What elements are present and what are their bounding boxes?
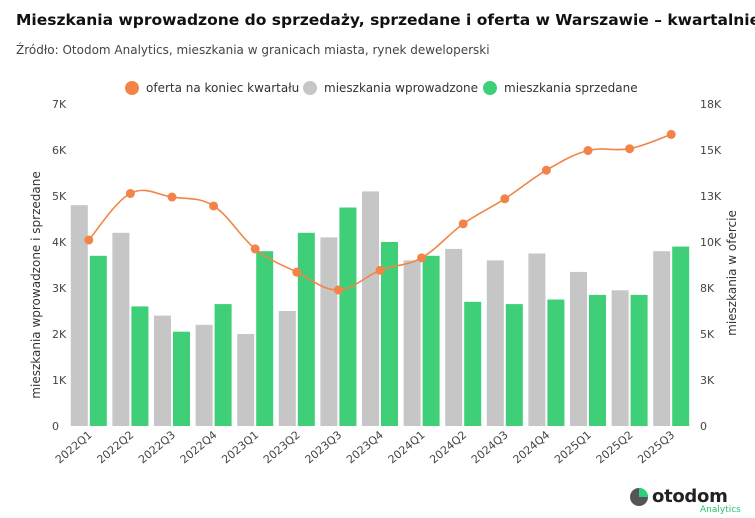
- bar-sold: [672, 246, 690, 426]
- x-tick-label: 2024Q4: [511, 428, 553, 466]
- bars: [70, 191, 690, 426]
- bar-introduced: [320, 237, 338, 426]
- chart-subtitle: Źródło: Otodom Analytics, mieszkania w g…: [16, 43, 490, 57]
- bar-introduced: [112, 232, 130, 426]
- bar-sold: [589, 294, 606, 426]
- x-tick-label: 2022Q1: [53, 428, 95, 466]
- bar-introduced: [195, 324, 213, 426]
- bar-sold: [381, 242, 398, 426]
- bar-sold: [339, 207, 357, 426]
- legend: oferta na koniec kwartału mieszkania wpro…: [125, 81, 638, 95]
- x-tick-label: 2023Q3: [303, 428, 345, 466]
- logo-name: otodom: [652, 486, 728, 507]
- bar-sold: [297, 232, 315, 426]
- bar-sold: [256, 251, 274, 426]
- bar-introduced: [154, 315, 171, 426]
- bar-introduced: [486, 260, 504, 426]
- right-tick-label: 15K: [700, 144, 722, 157]
- logo-sub: Analytics: [700, 505, 741, 515]
- right-tick-label: 13K: [700, 190, 722, 203]
- bar-introduced: [445, 248, 463, 426]
- right-tick-label: 8K: [700, 282, 715, 295]
- offer-point: [250, 244, 260, 254]
- x-tick-label: 2022Q4: [178, 428, 220, 466]
- left-tick-label: 6K: [52, 144, 67, 157]
- bar-introduced: [570, 271, 587, 426]
- x-tick-label: 2025Q2: [594, 428, 636, 466]
- bar-introduced: [362, 191, 379, 426]
- right-tick-label: 18K: [700, 98, 722, 111]
- offer-point: [292, 267, 302, 277]
- otodom-logo-icon: [630, 488, 648, 506]
- offer-point: [666, 129, 676, 139]
- x-tick-label: 2024Q2: [427, 428, 469, 466]
- right-tick-label: 5K: [700, 328, 715, 341]
- legend-label-0: oferta na koniec kwartału: [146, 81, 299, 95]
- right-tick-label: 10K: [700, 236, 722, 249]
- bar-sold: [505, 304, 523, 426]
- x-tick-label: 2024Q3: [469, 428, 511, 466]
- offer-point: [375, 265, 385, 275]
- offer-point: [333, 285, 343, 295]
- legend-label-1: mieszkania wprowadzone: [324, 81, 478, 95]
- bar-sold: [630, 294, 648, 426]
- offer-point: [167, 192, 177, 202]
- left-tick-label: 1K: [52, 374, 67, 387]
- bar-sold: [464, 301, 482, 426]
- x-tick-label: 2023Q2: [261, 428, 303, 466]
- left-tick-label: 4K: [52, 236, 67, 249]
- bar-introduced: [70, 205, 88, 426]
- bar-sold: [173, 331, 190, 426]
- left-axis: 0 1K 2K 3K 4K 5K 6K 7K mieszkania wprowadzone i …: [29, 98, 67, 433]
- x-tick-label: 2024Q1: [386, 428, 428, 466]
- x-axis: 2022Q1 2022Q2 2022Q3 2022Q4 2023Q1 2023Q2 2023…: [53, 428, 677, 466]
- bar-introduced: [237, 334, 255, 426]
- bar-sold: [214, 304, 232, 426]
- legend-marker-2: [483, 81, 497, 95]
- x-tick-label: 2022Q2: [95, 428, 137, 466]
- right-tick-label: 3K: [700, 374, 715, 387]
- offer-point: [209, 201, 219, 211]
- left-tick-label: 5K: [52, 190, 67, 203]
- right-tick-label: 0: [700, 420, 707, 433]
- right-axis-title: mieszkania w ofercie: [725, 210, 739, 336]
- bar-introduced: [403, 260, 421, 426]
- left-axis-title: mieszkania wprowadzone i sprzedane: [29, 171, 43, 398]
- left-tick-label: 0: [52, 420, 59, 433]
- legend-marker-0: [125, 81, 139, 95]
- bar-sold: [89, 255, 107, 426]
- bar-introduced: [653, 251, 671, 426]
- legend-marker-1: [303, 81, 317, 95]
- bar-introduced: [278, 311, 296, 426]
- chart-title: Mieszkania wprowadzone do sprzedaży, spr…: [16, 11, 755, 29]
- x-tick-label: 2023Q4: [344, 428, 386, 466]
- bar-sold: [547, 299, 565, 426]
- x-tick-label: 2025Q3: [635, 428, 677, 466]
- offer-point: [625, 144, 635, 154]
- x-tick-label: 2023Q1: [219, 428, 261, 466]
- left-tick-label: 3K: [52, 282, 67, 295]
- offer-point: [84, 235, 94, 245]
- offer-point: [417, 253, 427, 263]
- x-tick-label: 2025Q1: [552, 428, 594, 466]
- left-tick-label: 7K: [52, 98, 67, 111]
- x-tick-label: 2022Q3: [136, 428, 178, 466]
- offer-point: [541, 165, 551, 175]
- otodom-logo: otodom Analytics: [630, 486, 748, 516]
- offer-point: [583, 146, 593, 156]
- bar-sold: [131, 306, 149, 426]
- offer-point: [458, 219, 468, 229]
- right-axis: 0 3K 5K 8K 10K 13K 15K 18K mieszkania w ofercie: [700, 98, 739, 433]
- offer-point: [125, 188, 135, 198]
- offer-point: [500, 194, 510, 204]
- bar-introduced: [528, 253, 546, 426]
- bar-introduced: [611, 290, 629, 426]
- offer-line: [84, 129, 676, 295]
- legend-label-2: mieszkania sprzedane: [504, 81, 638, 95]
- left-tick-label: 2K: [52, 328, 67, 341]
- bar-sold: [422, 255, 440, 426]
